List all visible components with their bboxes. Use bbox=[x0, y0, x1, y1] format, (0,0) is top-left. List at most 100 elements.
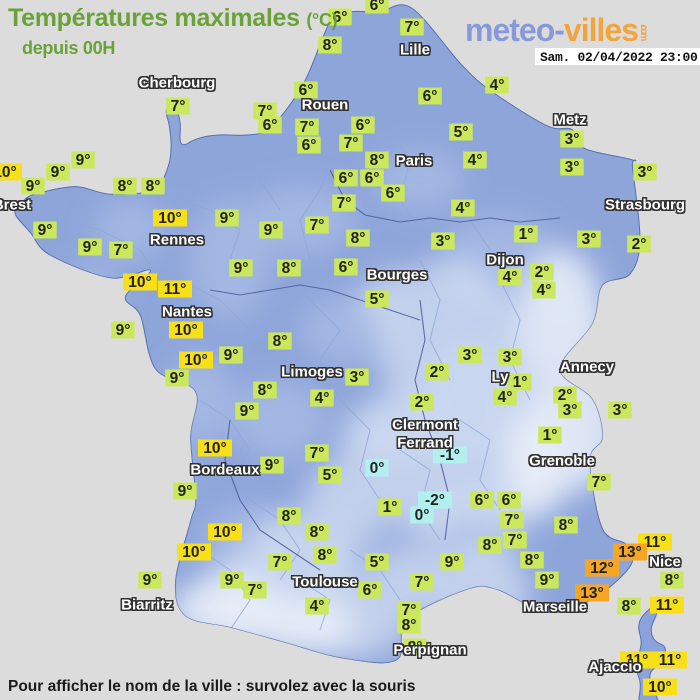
svg-text:9°: 9° bbox=[170, 370, 185, 387]
svg-text:3°: 3° bbox=[436, 233, 451, 250]
svg-text:3°: 3° bbox=[503, 349, 518, 366]
svg-text:3°: 3° bbox=[582, 231, 597, 248]
svg-text:7°: 7° bbox=[300, 119, 315, 136]
svg-text:8°: 8° bbox=[408, 639, 423, 656]
svg-text:9°: 9° bbox=[220, 210, 235, 227]
svg-text:2°: 2° bbox=[535, 264, 550, 281]
svg-text:6°: 6° bbox=[386, 185, 401, 202]
svg-text:8°: 8° bbox=[525, 552, 540, 569]
svg-text:7°: 7° bbox=[171, 98, 186, 115]
svg-text:9°: 9° bbox=[116, 322, 131, 339]
svg-text:6°: 6° bbox=[423, 88, 438, 105]
svg-text:6°: 6° bbox=[363, 582, 378, 599]
svg-text:10°: 10° bbox=[0, 164, 17, 181]
svg-text:3°: 3° bbox=[563, 402, 578, 419]
svg-text:6°: 6° bbox=[475, 492, 490, 509]
svg-text:11°: 11° bbox=[659, 652, 682, 669]
svg-text:9°: 9° bbox=[76, 152, 91, 169]
svg-text:8°: 8° bbox=[402, 617, 417, 634]
svg-text:11°: 11° bbox=[644, 534, 667, 551]
svg-text:2°: 2° bbox=[430, 364, 445, 381]
svg-text:6°: 6° bbox=[356, 117, 371, 134]
svg-text:8°: 8° bbox=[370, 152, 385, 169]
svg-text:7°: 7° bbox=[337, 195, 352, 212]
svg-text:8°: 8° bbox=[146, 178, 161, 195]
svg-text:8°: 8° bbox=[665, 572, 680, 589]
svg-text:4°: 4° bbox=[315, 390, 330, 407]
svg-text:7°: 7° bbox=[344, 135, 359, 152]
svg-text:4°: 4° bbox=[468, 152, 483, 169]
svg-text:1°: 1° bbox=[383, 499, 398, 516]
svg-text:10°: 10° bbox=[203, 440, 226, 457]
svg-text:2°: 2° bbox=[632, 236, 647, 253]
svg-text:2°: 2° bbox=[415, 394, 430, 411]
svg-text:8°: 8° bbox=[282, 508, 297, 525]
svg-text:4°: 4° bbox=[503, 269, 518, 286]
svg-text:13°: 13° bbox=[580, 585, 603, 602]
svg-text:5°: 5° bbox=[370, 554, 385, 571]
svg-text:8°: 8° bbox=[559, 517, 574, 534]
svg-text:6°: 6° bbox=[339, 170, 354, 187]
svg-text:1°: 1° bbox=[513, 374, 528, 391]
svg-text:7°: 7° bbox=[415, 574, 430, 591]
svg-text:1°: 1° bbox=[519, 226, 534, 243]
svg-text:7°: 7° bbox=[592, 474, 607, 491]
svg-text:6°: 6° bbox=[339, 259, 354, 276]
svg-text:6°: 6° bbox=[370, 0, 385, 14]
svg-text:8°: 8° bbox=[351, 230, 366, 247]
svg-text:7°: 7° bbox=[273, 554, 288, 571]
svg-text:10°: 10° bbox=[182, 544, 205, 561]
svg-text:1°: 1° bbox=[543, 427, 558, 444]
svg-text:8°: 8° bbox=[318, 547, 333, 564]
svg-text:11°: 11° bbox=[626, 652, 649, 669]
svg-text:3°: 3° bbox=[350, 369, 365, 386]
svg-text:9°: 9° bbox=[143, 572, 158, 589]
svg-text:9°: 9° bbox=[234, 260, 249, 277]
svg-text:-1°: -1° bbox=[440, 447, 460, 464]
svg-text:10°: 10° bbox=[174, 322, 197, 339]
svg-text:8°: 8° bbox=[483, 537, 498, 554]
svg-text:0°: 0° bbox=[370, 460, 385, 477]
svg-text:9°: 9° bbox=[83, 239, 98, 256]
svg-text:8°: 8° bbox=[118, 178, 133, 195]
svg-text:9°: 9° bbox=[26, 178, 41, 195]
svg-text:10°: 10° bbox=[184, 352, 207, 369]
svg-text:7°: 7° bbox=[248, 582, 263, 599]
svg-text:9°: 9° bbox=[51, 164, 66, 181]
svg-text:11°: 11° bbox=[164, 281, 187, 298]
svg-text:6°: 6° bbox=[263, 117, 278, 134]
svg-text:3°: 3° bbox=[613, 402, 628, 419]
svg-text:7°: 7° bbox=[508, 532, 523, 549]
svg-text:9°: 9° bbox=[178, 483, 193, 500]
svg-text:5°: 5° bbox=[323, 467, 338, 484]
svg-text:8°: 8° bbox=[622, 598, 637, 615]
svg-text:3°: 3° bbox=[463, 347, 478, 364]
svg-text:11°: 11° bbox=[656, 597, 679, 614]
svg-text:5°: 5° bbox=[454, 124, 469, 141]
svg-text:9°: 9° bbox=[224, 347, 239, 364]
svg-text:10°: 10° bbox=[128, 274, 151, 291]
svg-text:4°: 4° bbox=[310, 598, 325, 615]
svg-text:5°: 5° bbox=[370, 291, 385, 308]
svg-text:9°: 9° bbox=[38, 222, 53, 239]
svg-text:8°: 8° bbox=[282, 260, 297, 277]
svg-text:4°: 4° bbox=[490, 77, 505, 94]
svg-text:9°: 9° bbox=[445, 554, 460, 571]
svg-text:10°: 10° bbox=[213, 524, 236, 541]
svg-text:7°: 7° bbox=[505, 512, 520, 529]
svg-text:10°: 10° bbox=[158, 210, 181, 227]
svg-text:9°: 9° bbox=[264, 222, 279, 239]
svg-text:0°: 0° bbox=[415, 507, 430, 524]
svg-text:6°: 6° bbox=[502, 492, 517, 509]
svg-text:9°: 9° bbox=[225, 572, 240, 589]
svg-text:7°: 7° bbox=[114, 242, 129, 259]
svg-text:7°: 7° bbox=[405, 19, 420, 36]
svg-text:6°: 6° bbox=[299, 82, 314, 99]
svg-text:9°: 9° bbox=[240, 403, 255, 420]
svg-text:10°: 10° bbox=[648, 679, 671, 696]
svg-text:7°: 7° bbox=[310, 445, 325, 462]
svg-text:4°: 4° bbox=[498, 389, 513, 406]
svg-text:4°: 4° bbox=[537, 282, 552, 299]
svg-text:13°: 13° bbox=[618, 544, 641, 561]
svg-text:7°: 7° bbox=[310, 217, 325, 234]
